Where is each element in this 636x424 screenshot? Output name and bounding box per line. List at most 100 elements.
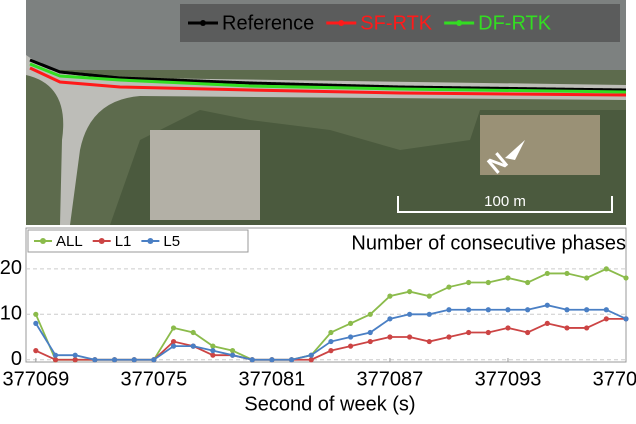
y-tick-label: 20: [0, 257, 22, 279]
data-point: [289, 357, 294, 362]
data-point: [564, 307, 569, 312]
data-point: [623, 316, 628, 321]
data-point: [191, 330, 196, 335]
data-point: [604, 316, 609, 321]
data-point: [112, 357, 117, 362]
map-legend-dot: [456, 20, 462, 26]
data-point: [328, 330, 333, 335]
building: [150, 130, 260, 220]
data-point: [604, 266, 609, 271]
map-legend-label: DF-RTK: [478, 12, 552, 34]
data-point: [132, 357, 137, 362]
data-point: [151, 357, 156, 362]
data-point: [309, 357, 314, 362]
data-point: [33, 312, 38, 317]
data-point: [446, 307, 451, 312]
data-point: [33, 348, 38, 353]
data-point: [33, 321, 38, 326]
data-point: [525, 280, 530, 285]
data-point: [171, 344, 176, 349]
legend-label: L5: [163, 233, 180, 250]
data-point: [269, 357, 274, 362]
legend-label: L1: [115, 233, 132, 250]
map-legend-dot: [338, 20, 344, 26]
data-point: [584, 307, 589, 312]
data-point: [623, 275, 628, 280]
data-point: [407, 289, 412, 294]
data-point: [427, 294, 432, 299]
data-point: [466, 330, 471, 335]
data-point: [348, 344, 353, 349]
data-point: [250, 357, 255, 362]
figure: ReferenceSF-RTKDF-RTK N 100 m Number of …: [0, 0, 636, 419]
x-tick-label: 377069: [2, 368, 69, 390]
data-point: [545, 321, 550, 326]
scale-label: 100 m: [484, 193, 526, 210]
data-point: [427, 339, 432, 344]
data-point: [368, 330, 373, 335]
data-point: [328, 348, 333, 353]
data-point: [348, 321, 353, 326]
data-point: [604, 307, 609, 312]
data-point: [466, 307, 471, 312]
x-tick-label: 377093: [475, 368, 542, 390]
data-point: [387, 316, 392, 321]
data-point: [427, 312, 432, 317]
data-point: [210, 353, 215, 358]
data-point: [309, 353, 314, 358]
data-point: [407, 334, 412, 339]
data-point: [486, 280, 491, 285]
data-point: [73, 357, 78, 362]
data-point: [525, 330, 530, 335]
data-point: [505, 307, 510, 312]
data-point: [171, 325, 176, 330]
legend-dot: [147, 238, 153, 244]
data-point: [446, 334, 451, 339]
data-point: [230, 353, 235, 358]
data-point: [92, 357, 97, 362]
data-point: [210, 344, 215, 349]
data-point: [368, 339, 373, 344]
data-point: [584, 325, 589, 330]
data-point: [545, 271, 550, 276]
legend-dot: [40, 238, 46, 244]
x-axis-label: Second of week (s): [244, 393, 415, 415]
data-point: [505, 325, 510, 330]
data-point: [584, 275, 589, 280]
y-tick-label: 10: [0, 303, 22, 325]
data-point: [191, 344, 196, 349]
map-legend-label: SF-RTK: [360, 12, 433, 34]
data-point: [407, 312, 412, 317]
data-point: [210, 348, 215, 353]
data-point: [505, 275, 510, 280]
data-point: [53, 357, 58, 362]
annotation: Number of consecutive phases: [351, 232, 626, 254]
data-point: [328, 339, 333, 344]
x-tick-label: 377099: [593, 368, 636, 390]
y-tick-label: 0: [11, 348, 22, 370]
data-point: [486, 307, 491, 312]
data-point: [53, 353, 58, 358]
map-legend: Reference SF-RTK DF-RTK: [188, 12, 552, 34]
data-point: [387, 334, 392, 339]
data-point: [446, 284, 451, 289]
data-point: [466, 280, 471, 285]
data-point: [564, 271, 569, 276]
map-legend-label: Reference: [222, 12, 314, 34]
data-point: [486, 330, 491, 335]
data-point: [348, 334, 353, 339]
legend-label: ALL: [56, 233, 83, 250]
legend-dot: [99, 238, 105, 244]
x-tick-label: 377075: [120, 368, 187, 390]
data-point: [368, 312, 373, 317]
data-point: [387, 294, 392, 299]
map-legend-dot: [200, 20, 206, 26]
data-point: [171, 339, 176, 344]
data-point: [545, 303, 550, 308]
data-point: [525, 307, 530, 312]
x-tick-label: 377081: [239, 368, 306, 390]
data-point: [73, 353, 78, 358]
x-tick-label: 377087: [357, 368, 424, 390]
data-point: [230, 348, 235, 353]
